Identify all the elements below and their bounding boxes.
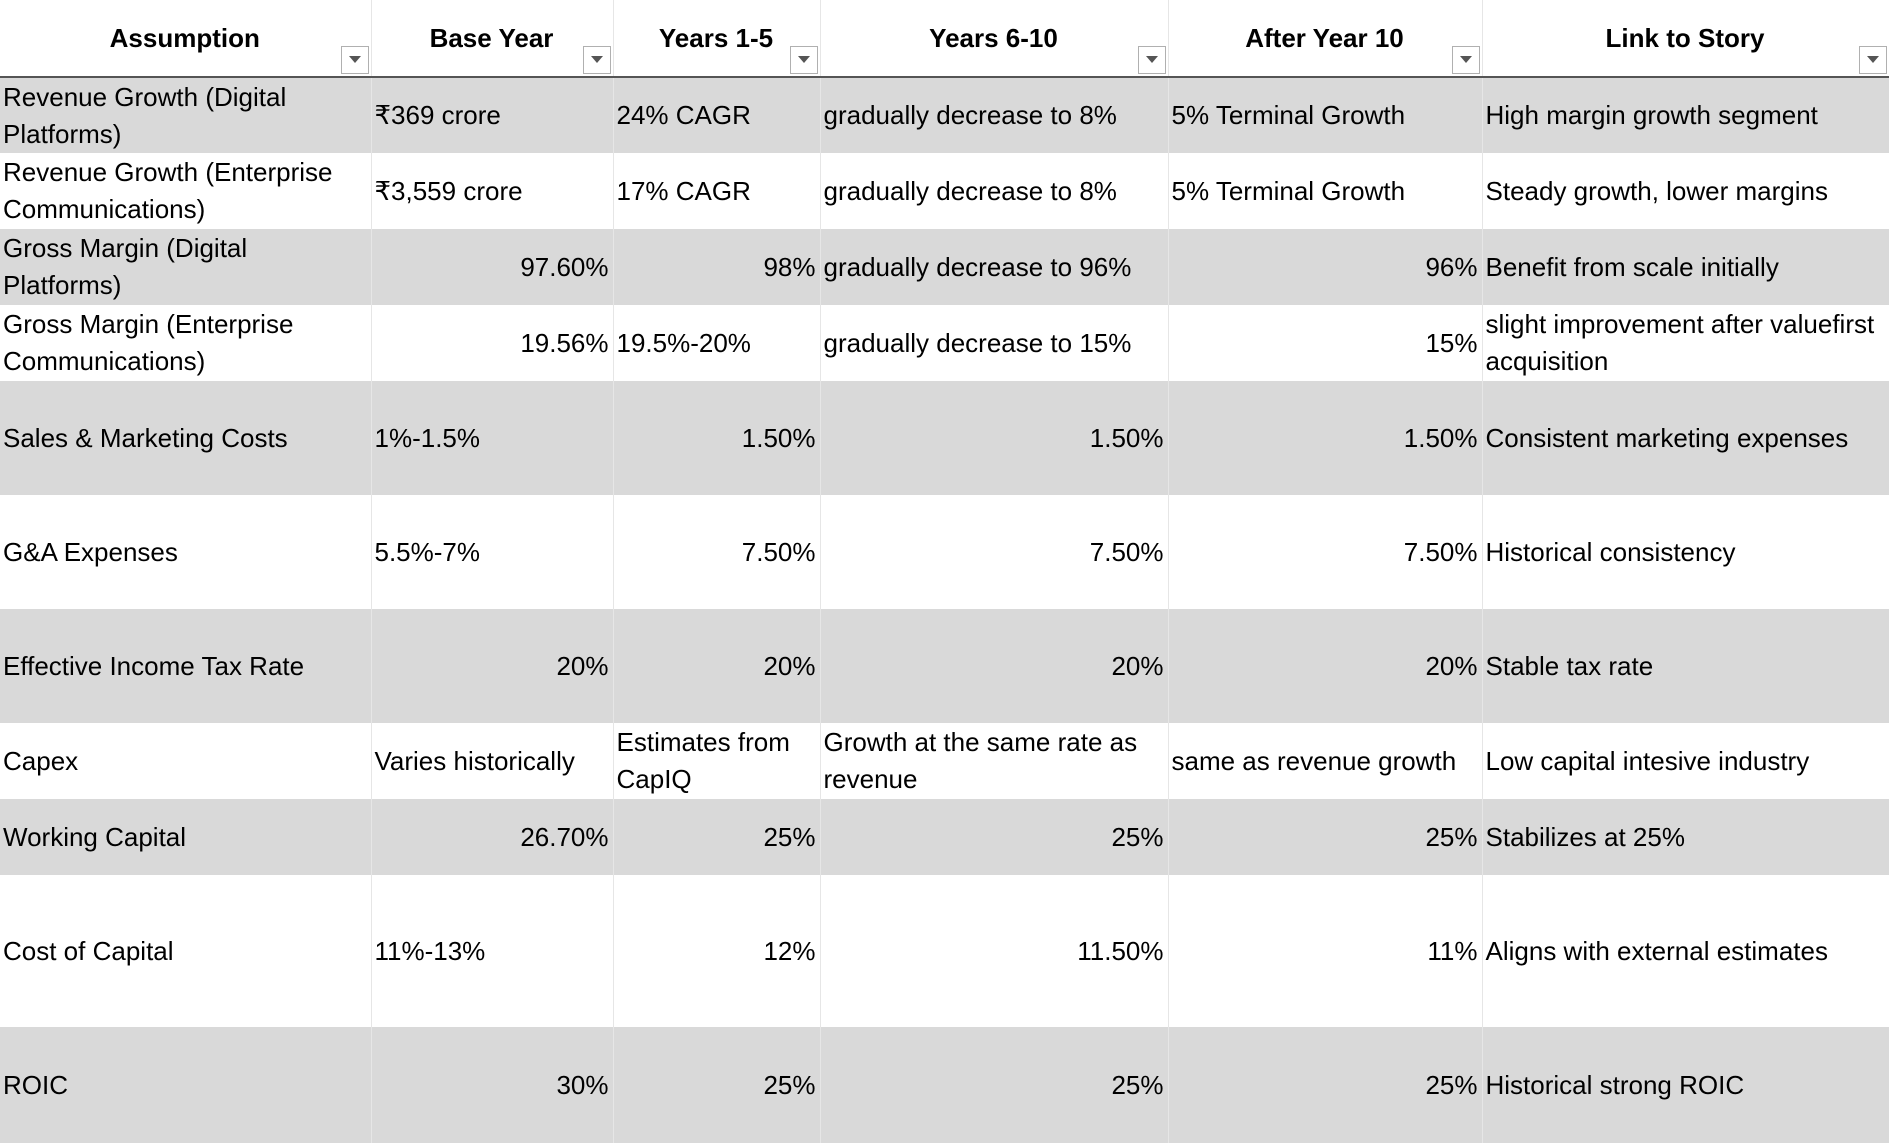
- cell-base-year[interactable]: Varies historically: [371, 723, 614, 799]
- table-row: Revenue Growth (Digital Platforms) ₹369 …: [0, 77, 1889, 153]
- cell-base-year[interactable]: 26.70%: [371, 799, 614, 875]
- cell-link-to-story[interactable]: Stable tax rate: [1482, 609, 1889, 723]
- filter-dropdown-icon[interactable]: [1451, 46, 1480, 74]
- cell-years-1-5[interactable]: 20%: [613, 609, 821, 723]
- cell-years-1-5[interactable]: 25%: [613, 799, 821, 875]
- cell-after-year-10[interactable]: same as revenue growth: [1168, 723, 1483, 799]
- cell-years-1-5[interactable]: 25%: [613, 1027, 821, 1143]
- table-row: Gross Margin (Enterprise Communications)…: [0, 305, 1889, 381]
- table-row: G&A Expenses 5.5%-7% 7.50% 7.50% 7.50% H…: [0, 495, 1889, 609]
- cell-base-year[interactable]: 5.5%-7%: [371, 495, 614, 609]
- cell-after-year-10[interactable]: 5% Terminal Growth: [1168, 77, 1483, 153]
- cell-years-6-10[interactable]: gradually decrease to 15%: [820, 305, 1169, 381]
- cell-after-year-10[interactable]: 7.50%: [1168, 495, 1483, 609]
- cell-after-year-10[interactable]: 5% Terminal Growth: [1168, 153, 1483, 229]
- table-row: Cost of Capital 11%-13% 12% 11.50% 11% A…: [0, 875, 1889, 1027]
- table-row: Gross Margin (Digital Platforms) 97.60% …: [0, 229, 1889, 305]
- table-row: Revenue Growth (Enterprise Communication…: [0, 153, 1889, 229]
- header-link-to-story: Link to Story: [1482, 0, 1889, 78]
- cell-link-to-story[interactable]: Historical strong ROIC: [1482, 1027, 1889, 1143]
- header-years-1-5: Years 1-5: [613, 0, 821, 78]
- cell-link-to-story[interactable]: Aligns with external estimates: [1482, 875, 1889, 1027]
- cell-years-1-5[interactable]: 98%: [613, 229, 821, 305]
- filter-dropdown-icon[interactable]: [340, 46, 369, 74]
- cell-years-6-10[interactable]: gradually decrease to 96%: [820, 229, 1169, 305]
- cell-base-year[interactable]: 97.60%: [371, 229, 614, 305]
- cell-years-6-10[interactable]: 25%: [820, 799, 1169, 875]
- cell-assumption[interactable]: Effective Income Tax Rate: [0, 609, 372, 723]
- header-years-6-10: Years 6-10: [820, 0, 1169, 78]
- cell-years-1-5[interactable]: 1.50%: [613, 381, 821, 495]
- cell-link-to-story[interactable]: High margin growth segment: [1482, 77, 1889, 153]
- cell-link-to-story[interactable]: Benefit from scale initially: [1482, 229, 1889, 305]
- header-after-year-10: After Year 10: [1168, 0, 1483, 78]
- cell-assumption[interactable]: Gross Margin (Digital Platforms): [0, 229, 372, 305]
- cell-years-6-10[interactable]: gradually decrease to 8%: [820, 77, 1169, 153]
- table-row: Capex Varies historically Estimates from…: [0, 723, 1889, 799]
- cell-assumption[interactable]: Gross Margin (Enterprise Communications): [0, 305, 372, 381]
- filter-dropdown-icon[interactable]: [1137, 46, 1166, 74]
- cell-years-1-5[interactable]: 24% CAGR: [613, 77, 821, 153]
- header-assumption: Assumption: [0, 0, 372, 78]
- cell-years-6-10[interactable]: 11.50%: [820, 875, 1169, 1027]
- cell-years-1-5[interactable]: 17% CAGR: [613, 153, 821, 229]
- cell-base-year[interactable]: 30%: [371, 1027, 614, 1143]
- filter-dropdown-icon[interactable]: [582, 46, 611, 74]
- cell-assumption[interactable]: Revenue Growth (Enterprise Communication…: [0, 153, 372, 229]
- filter-dropdown-icon[interactable]: [1858, 46, 1887, 74]
- cell-assumption[interactable]: Capex: [0, 723, 372, 799]
- cell-after-year-10[interactable]: 15%: [1168, 305, 1483, 381]
- cell-years-1-5[interactable]: 12%: [613, 875, 821, 1027]
- cell-years-6-10[interactable]: 20%: [820, 609, 1169, 723]
- cell-assumption[interactable]: Sales & Marketing Costs: [0, 381, 372, 495]
- cell-years-1-5[interactable]: 7.50%: [613, 495, 821, 609]
- cell-assumption[interactable]: Working Capital: [0, 799, 372, 875]
- cell-years-6-10[interactable]: Growth at the same rate as revenue: [820, 723, 1169, 799]
- table-row: Effective Income Tax Rate 20% 20% 20% 20…: [0, 609, 1889, 723]
- header-base-year: Base Year: [371, 0, 614, 78]
- table-row: Sales & Marketing Costs 1%-1.5% 1.50% 1.…: [0, 381, 1889, 495]
- cell-after-year-10[interactable]: 96%: [1168, 229, 1483, 305]
- cell-after-year-10[interactable]: 25%: [1168, 1027, 1483, 1143]
- cell-after-year-10[interactable]: 20%: [1168, 609, 1483, 723]
- cell-years-6-10[interactable]: 1.50%: [820, 381, 1169, 495]
- table-row: ROIC 30% 25% 25% 25% Historical strong R…: [0, 1027, 1889, 1143]
- header-row: Assumption Base Year Years 1-5 Years 6-1…: [0, 0, 1889, 78]
- cell-after-year-10[interactable]: 25%: [1168, 799, 1483, 875]
- cell-years-1-5[interactable]: Estimates from CapIQ: [613, 723, 821, 799]
- cell-link-to-story[interactable]: Consistent marketing expenses: [1482, 381, 1889, 495]
- table-row: Working Capital 26.70% 25% 25% 25% Stabi…: [0, 799, 1889, 875]
- cell-link-to-story[interactable]: Historical consistency: [1482, 495, 1889, 609]
- cell-assumption[interactable]: G&A Expenses: [0, 495, 372, 609]
- cell-base-year[interactable]: 1%-1.5%: [371, 381, 614, 495]
- cell-link-to-story[interactable]: Stabilizes at 25%: [1482, 799, 1889, 875]
- cell-base-year[interactable]: 20%: [371, 609, 614, 723]
- cell-link-to-story[interactable]: Steady growth, lower margins: [1482, 153, 1889, 229]
- cell-years-6-10[interactable]: gradually decrease to 8%: [820, 153, 1169, 229]
- cell-link-to-story[interactable]: slight improvement after valuefirst acqu…: [1482, 305, 1889, 381]
- cell-link-to-story[interactable]: Low capital intesive industry: [1482, 723, 1889, 799]
- cell-years-6-10[interactable]: 7.50%: [820, 495, 1169, 609]
- cell-assumption[interactable]: ROIC: [0, 1027, 372, 1143]
- cell-assumption[interactable]: Revenue Growth (Digital Platforms): [0, 77, 372, 153]
- cell-base-year[interactable]: 19.56%: [371, 305, 614, 381]
- cell-after-year-10[interactable]: 1.50%: [1168, 381, 1483, 495]
- cell-base-year[interactable]: ₹3,559 crore: [371, 153, 614, 229]
- filter-dropdown-icon[interactable]: [789, 46, 818, 74]
- cell-years-6-10[interactable]: 25%: [820, 1027, 1169, 1143]
- cell-base-year[interactable]: 11%-13%: [371, 875, 614, 1027]
- cell-after-year-10[interactable]: 11%: [1168, 875, 1483, 1027]
- cell-years-1-5[interactable]: 19.5%-20%: [613, 305, 821, 381]
- cell-assumption[interactable]: Cost of Capital: [0, 875, 372, 1027]
- cell-base-year[interactable]: ₹369 crore: [371, 77, 614, 153]
